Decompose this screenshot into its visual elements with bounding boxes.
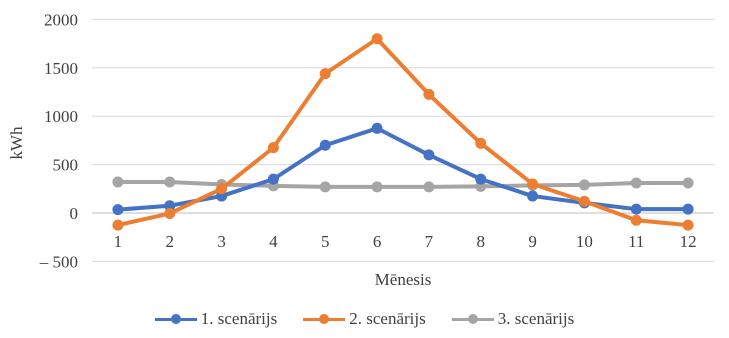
x-tick-label: 10 — [576, 232, 593, 251]
data-point — [267, 142, 279, 154]
x-tick-label: 9 — [528, 232, 537, 251]
x-tick-label: 3 — [217, 232, 226, 251]
series-lines — [112, 33, 694, 231]
data-point — [630, 214, 642, 226]
data-point — [371, 181, 383, 193]
legend-swatch — [154, 313, 197, 325]
y-tick-label: 500 — [53, 156, 79, 175]
data-point — [267, 173, 279, 185]
series-3 — [112, 176, 694, 193]
data-point — [578, 195, 590, 207]
legend-item-1: 1. scenārijs — [154, 309, 278, 329]
legend-item-3: 3. scenārijs — [451, 309, 575, 329]
x-tick-label: 8 — [477, 232, 486, 251]
data-point — [423, 181, 435, 193]
legend-item-2: 2. scenārijs — [303, 309, 426, 329]
y-tick-label: 1500 — [44, 59, 78, 78]
legend-swatch — [451, 313, 494, 325]
x-tick-label: 2 — [166, 232, 175, 251]
data-point — [112, 204, 124, 216]
data-point — [112, 176, 124, 188]
data-point — [164, 207, 176, 219]
data-point — [475, 137, 487, 149]
data-point — [630, 177, 642, 189]
x-tick-label: 7 — [425, 232, 434, 251]
data-point — [630, 203, 642, 215]
series-line — [117, 180, 689, 189]
data-point — [319, 139, 331, 151]
y-tick-label: 0 — [70, 204, 79, 223]
legend-label: 1. scenārijs — [200, 309, 278, 328]
x-tick-label: 12 — [680, 232, 697, 251]
data-point — [112, 219, 124, 231]
data-point — [527, 178, 539, 190]
x-tick-label: 5 — [321, 232, 330, 251]
data-point — [371, 122, 383, 134]
y-tick-label: 2000 — [44, 10, 78, 29]
y-tick-label: – 500 — [39, 252, 78, 271]
data-point — [319, 68, 331, 80]
x-tick-label: 6 — [373, 232, 382, 251]
x-axis-title: Mēnesis — [375, 270, 432, 289]
data-point — [319, 181, 331, 193]
data-point — [682, 177, 694, 189]
y-tick-label: 1000 — [44, 107, 78, 126]
data-point — [682, 203, 694, 215]
x-tick-label: 1 — [114, 232, 123, 251]
data-point — [164, 176, 176, 188]
x-tick-label: 11 — [628, 232, 644, 251]
series-2 — [112, 33, 694, 231]
legend-swatch — [303, 313, 346, 325]
legend-label: 2. scenārijs — [349, 309, 426, 328]
series-line — [117, 36, 689, 228]
data-point — [371, 33, 383, 45]
data-point — [475, 173, 487, 185]
x-axis-ticks: 1 2 3 4 5 6 7 8 9 10 11 12 — [114, 232, 697, 251]
data-point — [682, 219, 694, 231]
y-axis-ticks: – 500 0 500 1000 1500 2000 — [39, 10, 78, 271]
data-point — [423, 149, 435, 161]
data-point — [164, 200, 176, 212]
data-point — [578, 179, 590, 191]
x-tick-label: 4 — [269, 232, 278, 251]
legend-label: 3. scenārijs — [497, 309, 575, 328]
data-point — [423, 88, 435, 100]
y-axis-title: kWh — [7, 126, 26, 160]
legend: 1. scenārijs 2. scenārijs 3. scenārijs — [0, 306, 729, 332]
data-point — [527, 190, 539, 202]
data-point — [216, 183, 228, 195]
